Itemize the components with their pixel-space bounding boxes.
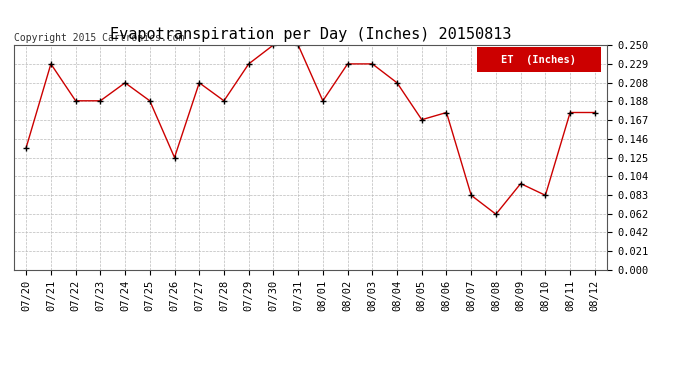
Title: Evapotranspiration per Day (Inches) 20150813: Evapotranspiration per Day (Inches) 2015… (110, 27, 511, 42)
Text: Copyright 2015 Cartronics.com: Copyright 2015 Cartronics.com (14, 33, 184, 43)
FancyBboxPatch shape (477, 47, 601, 72)
Text: ET  (Inches): ET (Inches) (502, 55, 576, 64)
